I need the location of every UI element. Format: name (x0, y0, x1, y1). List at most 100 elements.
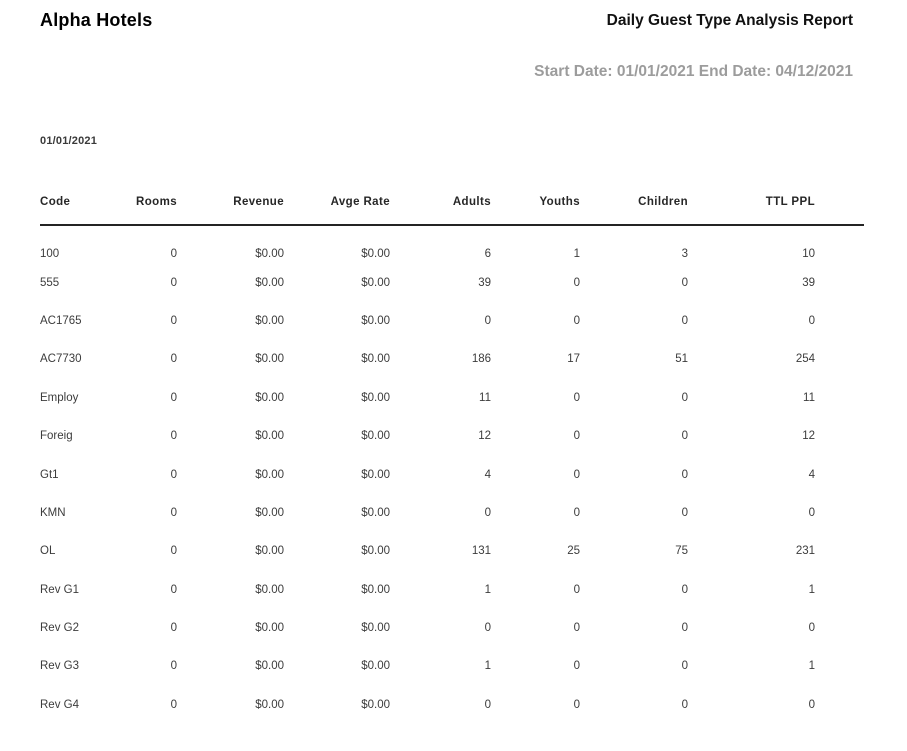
cell-code: KMN (40, 506, 66, 519)
cell-value: 39 (802, 276, 815, 289)
cell-spacer (815, 571, 864, 609)
cell-spacer (815, 302, 864, 340)
table-row: Rev G2 0 $0.00 $0.00 0 0 0 0 (40, 609, 864, 647)
cell-value: 131 (471, 545, 491, 558)
column-header-code: Code (40, 194, 100, 226)
cell-value: 254 (795, 353, 815, 366)
column-header-adults: Adults (390, 194, 491, 226)
cell-value: 0 (170, 506, 177, 519)
cell-code: Rev G2 (40, 622, 79, 635)
cell-value: 1 (484, 660, 491, 673)
cell-value: $0.00 (255, 276, 284, 289)
table-row: 100 0 $0.00 $0.00 6 1 3 10 (40, 225, 864, 263)
cell-value: $0.00 (361, 468, 390, 481)
cell-value: 0 (681, 276, 688, 289)
cell-value: $0.00 (361, 353, 390, 366)
cell-value: 17 (567, 353, 580, 366)
cell-value: 1 (808, 660, 815, 673)
cell-value: $0.00 (361, 660, 390, 673)
cell-value: $0.00 (255, 545, 284, 558)
cell-value: 0 (681, 583, 688, 596)
cell-value: 1 (573, 248, 580, 261)
column-header-ttl-ppl: TTL PPL (688, 194, 815, 226)
cell-spacer (815, 417, 864, 455)
cell-value: 39 (478, 276, 491, 289)
cell-value: 0 (170, 353, 177, 366)
cell-value: $0.00 (361, 506, 390, 519)
cell-code: 100 (40, 248, 60, 261)
cell-value: $0.00 (361, 248, 390, 261)
cell-value: 0 (808, 506, 815, 519)
cell-value: $0.00 (255, 391, 284, 404)
cell-value: 0 (808, 698, 815, 711)
cell-value: 10 (802, 248, 815, 261)
start-date-label: Start Date: (534, 63, 613, 80)
cell-spacer (815, 379, 864, 417)
cell-value: $0.00 (255, 583, 284, 596)
cell-value: $0.00 (361, 622, 390, 635)
cell-value: 0 (170, 430, 177, 443)
column-header-rooms: Rooms (100, 194, 177, 226)
cell-value: 11 (803, 391, 815, 404)
cell-value: $0.00 (255, 660, 284, 673)
cell-value: 0 (484, 506, 491, 519)
cell-value: $0.00 (255, 698, 284, 711)
company-title: Alpha Hotels (40, 10, 153, 30)
cell-value: 0 (573, 276, 580, 289)
cell-value: $0.00 (361, 391, 390, 404)
cell-value: 4 (484, 468, 491, 481)
cell-code: Rev G1 (40, 583, 79, 596)
cell-spacer (815, 225, 864, 263)
start-date-value: 01/01/2021 (616, 63, 695, 80)
cell-value: $0.00 (361, 314, 390, 327)
cell-value: 1 (484, 583, 491, 596)
cell-value: $0.00 (361, 276, 390, 289)
cell-value: 186 (471, 353, 491, 366)
cell-value: 4 (808, 468, 815, 481)
cell-value: 0 (484, 314, 491, 327)
table-row: OL 0 $0.00 $0.00 131 25 75 231 (40, 532, 864, 570)
cell-value: 0 (573, 622, 580, 635)
cell-value: 0 (170, 276, 177, 289)
guest-type-table: Code Rooms Revenue Avge Rate Adults Youths Chi… (40, 194, 864, 724)
cell-value: $0.00 (255, 248, 284, 261)
report-title: Daily Guest Type Analysis Report (606, 12, 853, 29)
cell-spacer (815, 532, 864, 570)
cell-value: $0.00 (361, 545, 390, 558)
cell-code: Foreig (40, 430, 73, 443)
cell-spacer (815, 494, 864, 532)
cell-value: 51 (675, 353, 688, 366)
cell-value: $0.00 (255, 430, 284, 443)
cell-value: 75 (675, 545, 688, 558)
cell-code: AC7730 (40, 353, 82, 366)
table-row: AC7730 0 $0.00 $0.00 186 17 51 254 (40, 340, 864, 378)
cell-value: 0 (573, 660, 580, 673)
cell-spacer (815, 609, 864, 647)
cell-value: 231 (795, 545, 815, 558)
cell-value: 0 (573, 468, 580, 481)
cell-value: 0 (573, 430, 580, 443)
cell-value: 0 (681, 660, 688, 673)
table-header-row: Code Rooms Revenue Avge Rate Adults Youths Chi… (40, 194, 864, 226)
cell-value: $0.00 (255, 314, 284, 327)
cell-value: 0 (573, 506, 580, 519)
table-row: 555 0 $0.00 $0.00 39 0 0 39 (40, 263, 864, 301)
cell-value: $0.00 (255, 506, 284, 519)
cell-value: 0 (681, 698, 688, 711)
cell-value: 3 (681, 248, 688, 261)
cell-value: 0 (170, 698, 177, 711)
cell-code: AC1765 (40, 314, 82, 327)
cell-code: Gt1 (40, 468, 59, 481)
cell-value: 12 (802, 430, 815, 443)
cell-value: 25 (567, 545, 580, 558)
end-date-value: 04/12/2021 (775, 63, 853, 80)
table-row: Employ 0 $0.00 $0.00 11 0 0 11 (40, 379, 864, 417)
cell-value: 0 (681, 430, 688, 443)
cell-value: 0 (170, 660, 177, 673)
table-row: Rev G4 0 $0.00 $0.00 0 0 0 0 (40, 686, 864, 724)
table-row: Gt1 0 $0.00 $0.00 4 0 0 4 (40, 455, 864, 493)
cell-value: 0 (170, 545, 177, 558)
cell-value: 0 (170, 622, 177, 635)
cell-value: 0 (681, 506, 688, 519)
cell-value: 11 (479, 391, 491, 404)
